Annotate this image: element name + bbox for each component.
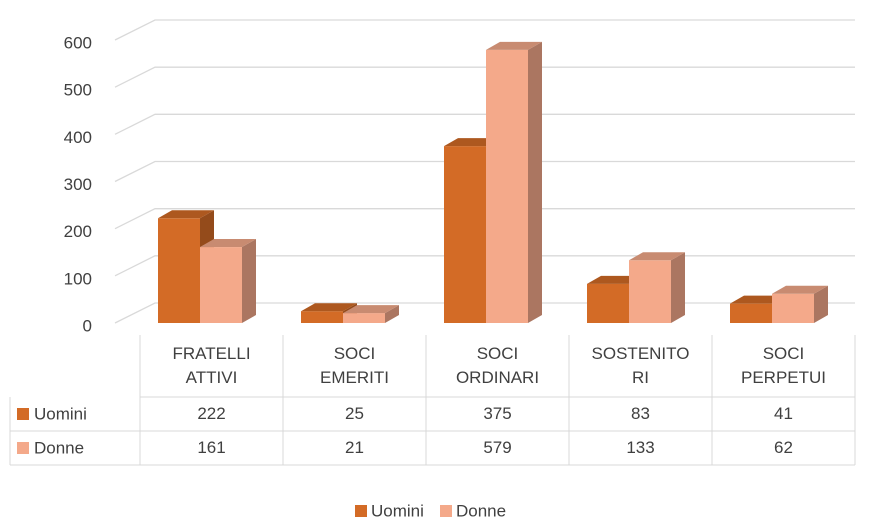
grid-line xyxy=(114,66,855,88)
bar-front xyxy=(200,247,242,323)
table-value: 375 xyxy=(483,404,512,423)
legend-label: Uomini xyxy=(371,501,424,520)
bar-front xyxy=(730,303,772,323)
category-label: SOSTENITORI xyxy=(591,344,690,387)
grid-line xyxy=(114,160,855,183)
y-tick-label: 300 xyxy=(64,175,92,194)
bar-front xyxy=(587,283,629,323)
bar-top xyxy=(200,239,256,248)
bar-side xyxy=(814,285,828,323)
bar-top xyxy=(343,305,399,314)
bar-front xyxy=(772,293,814,323)
category-label: SOCI EMERITI xyxy=(320,344,389,387)
legend-key xyxy=(17,408,29,420)
bar-front xyxy=(444,146,486,323)
bar-front xyxy=(343,313,385,323)
y-tick-label: 600 xyxy=(64,33,92,52)
table-value: 579 xyxy=(483,438,512,457)
y-tick-label: 400 xyxy=(64,128,92,147)
y-tick-label: 0 xyxy=(83,316,92,335)
grid-line xyxy=(114,208,855,230)
category-label: FRATELLI ATTIVI xyxy=(172,344,251,387)
row-label: Donne xyxy=(34,438,84,457)
bar-front xyxy=(486,49,528,323)
category-label: SOCI PERPETUI xyxy=(740,344,827,387)
grid-line xyxy=(114,19,855,41)
bar-side xyxy=(528,41,542,323)
table-value: 62 xyxy=(774,438,793,457)
bar-front xyxy=(629,260,671,323)
table-value: 41 xyxy=(774,404,793,423)
legend-label: Donne xyxy=(456,501,506,520)
bar-top xyxy=(629,252,685,261)
y-tick-label: 100 xyxy=(64,269,92,288)
table-value: 25 xyxy=(345,404,364,423)
table-value: 133 xyxy=(626,438,655,457)
bar-side xyxy=(671,252,685,323)
grid-line xyxy=(114,255,855,277)
table-value: 21 xyxy=(345,438,364,457)
bar-top xyxy=(772,285,828,294)
legend-key xyxy=(440,505,452,517)
bar-side xyxy=(242,239,256,323)
bar-top xyxy=(486,41,542,50)
bar-front xyxy=(158,218,200,323)
table-value: 83 xyxy=(631,404,650,423)
bar-side xyxy=(385,305,399,323)
row-label: Uomini xyxy=(34,404,87,423)
table-value: 222 xyxy=(197,404,226,423)
legend-key xyxy=(17,442,29,454)
bar-top xyxy=(158,210,214,219)
table-value: 161 xyxy=(197,438,226,457)
y-tick-label: 200 xyxy=(64,222,92,241)
y-tick-label: 500 xyxy=(64,81,92,100)
grid-line xyxy=(114,113,855,135)
bar-front xyxy=(301,311,343,323)
legend-key xyxy=(355,505,367,517)
bar-top xyxy=(301,303,357,312)
category-label: SOCI ORDINARI xyxy=(455,344,540,387)
